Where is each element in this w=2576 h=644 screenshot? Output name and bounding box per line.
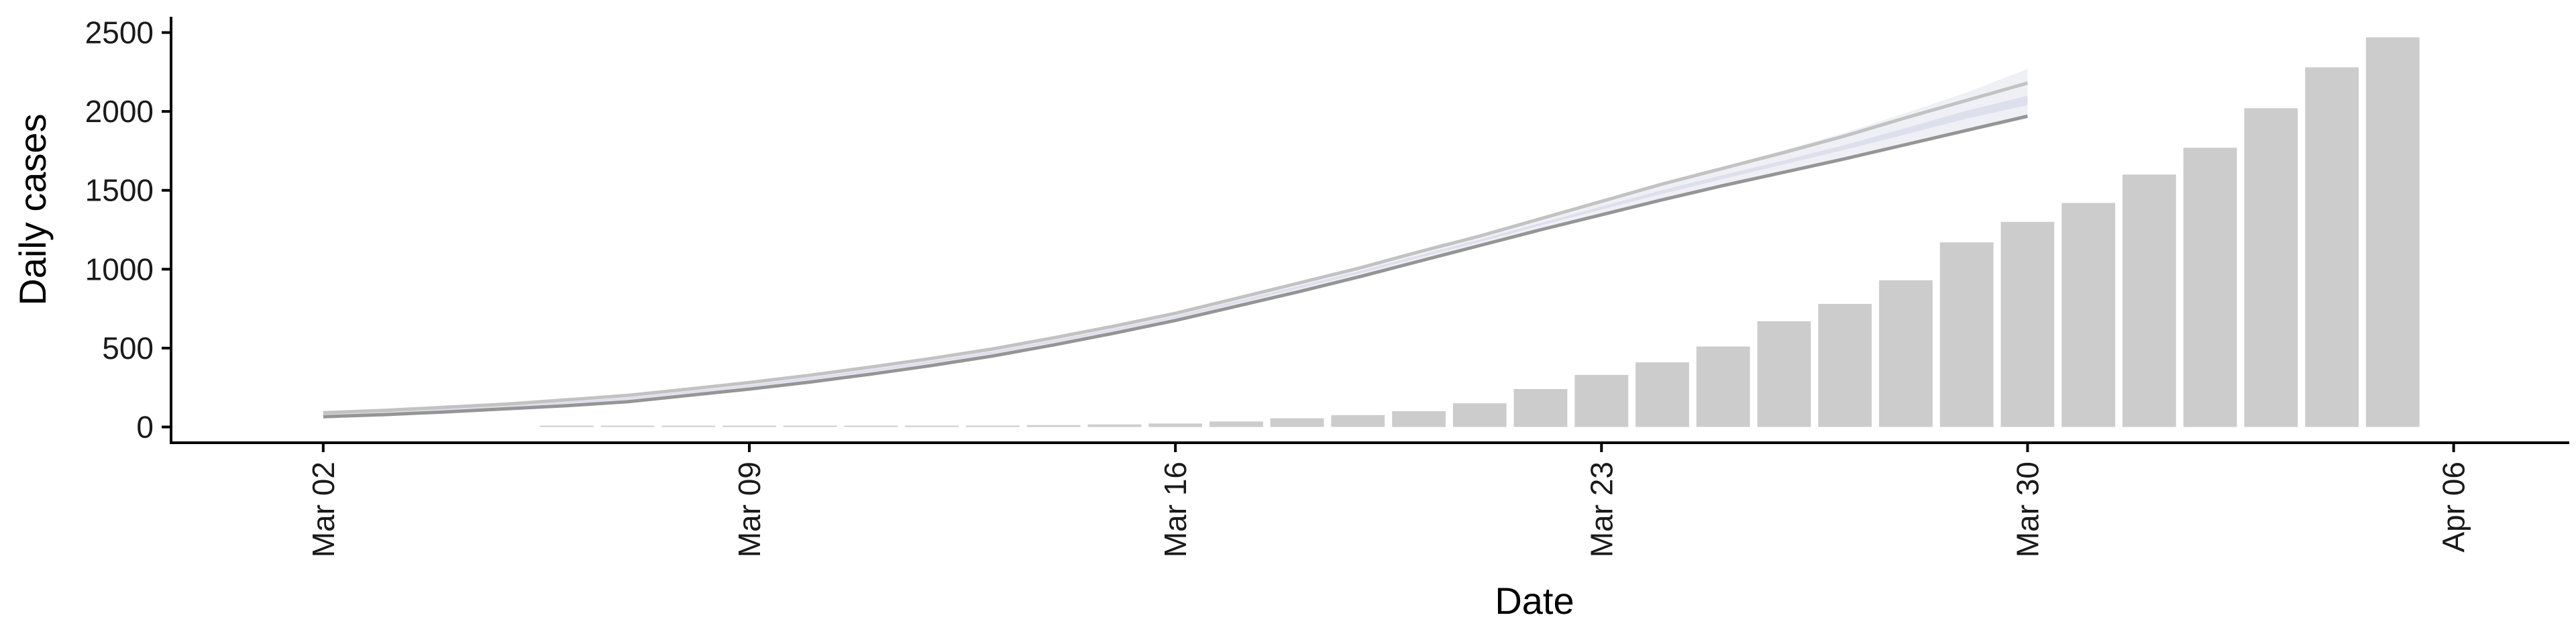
y-tick-label: 2500 — [85, 15, 154, 50]
bar — [661, 425, 716, 427]
bar — [1818, 304, 1872, 427]
y-ticks: 0 500 1000 1500 2000 2500 — [85, 15, 171, 444]
bar — [1148, 423, 1202, 427]
bar — [1026, 425, 1081, 427]
bar — [1757, 321, 1811, 427]
bar — [1270, 418, 1324, 427]
bar — [2061, 203, 2116, 427]
bar-layer — [539, 37, 2420, 427]
y-tick-label: 1500 — [85, 173, 154, 208]
x-tick-label: Mar 09 — [732, 462, 767, 557]
y-tick-label: 0 — [136, 409, 154, 444]
x-tick-label: Mar 02 — [306, 462, 341, 557]
x-tick-label: Mar 23 — [1584, 462, 1619, 557]
bar — [1696, 346, 1750, 427]
estimate-line-layer — [323, 81, 2029, 419]
bar — [1210, 421, 1263, 427]
bar — [2365, 37, 2420, 427]
bar — [1513, 389, 1568, 427]
bar — [1452, 403, 1507, 427]
bar — [539, 425, 594, 427]
axes — [170, 17, 2569, 444]
x-tick-label: Mar 30 — [2010, 462, 2045, 557]
y-axis-title: Daily cases — [11, 113, 54, 305]
bar — [1331, 415, 1385, 427]
bar — [905, 425, 959, 427]
bar — [2123, 174, 2176, 427]
y-tick-label: 500 — [102, 331, 154, 366]
bar — [1939, 242, 1994, 427]
bar — [2183, 148, 2237, 427]
bar — [722, 425, 776, 427]
x-axis-title: Date — [1495, 580, 1574, 622]
bar — [783, 425, 837, 427]
bar — [966, 425, 1020, 427]
bar — [1574, 374, 1629, 427]
bar — [1879, 280, 1933, 427]
bar — [1392, 411, 1446, 427]
bar — [600, 425, 655, 427]
bar — [2000, 221, 2055, 427]
bar — [1087, 424, 1142, 427]
bar — [2244, 108, 2298, 427]
estimate-lower-line — [323, 114, 2028, 419]
x-tick-label: Mar 16 — [1158, 462, 1193, 557]
x-ticks: Mar 02 Mar 09 Mar 16 Mar 23 Mar 30 Apr 06 — [306, 443, 2471, 557]
bar — [844, 425, 898, 427]
bar — [2305, 67, 2359, 427]
estimate-upper-line — [323, 81, 2029, 415]
y-tick-label: 1000 — [85, 252, 154, 286]
y-tick-label: 2000 — [85, 94, 154, 129]
x-tick-label: Apr 06 — [2436, 462, 2471, 553]
bar — [1635, 362, 1689, 427]
